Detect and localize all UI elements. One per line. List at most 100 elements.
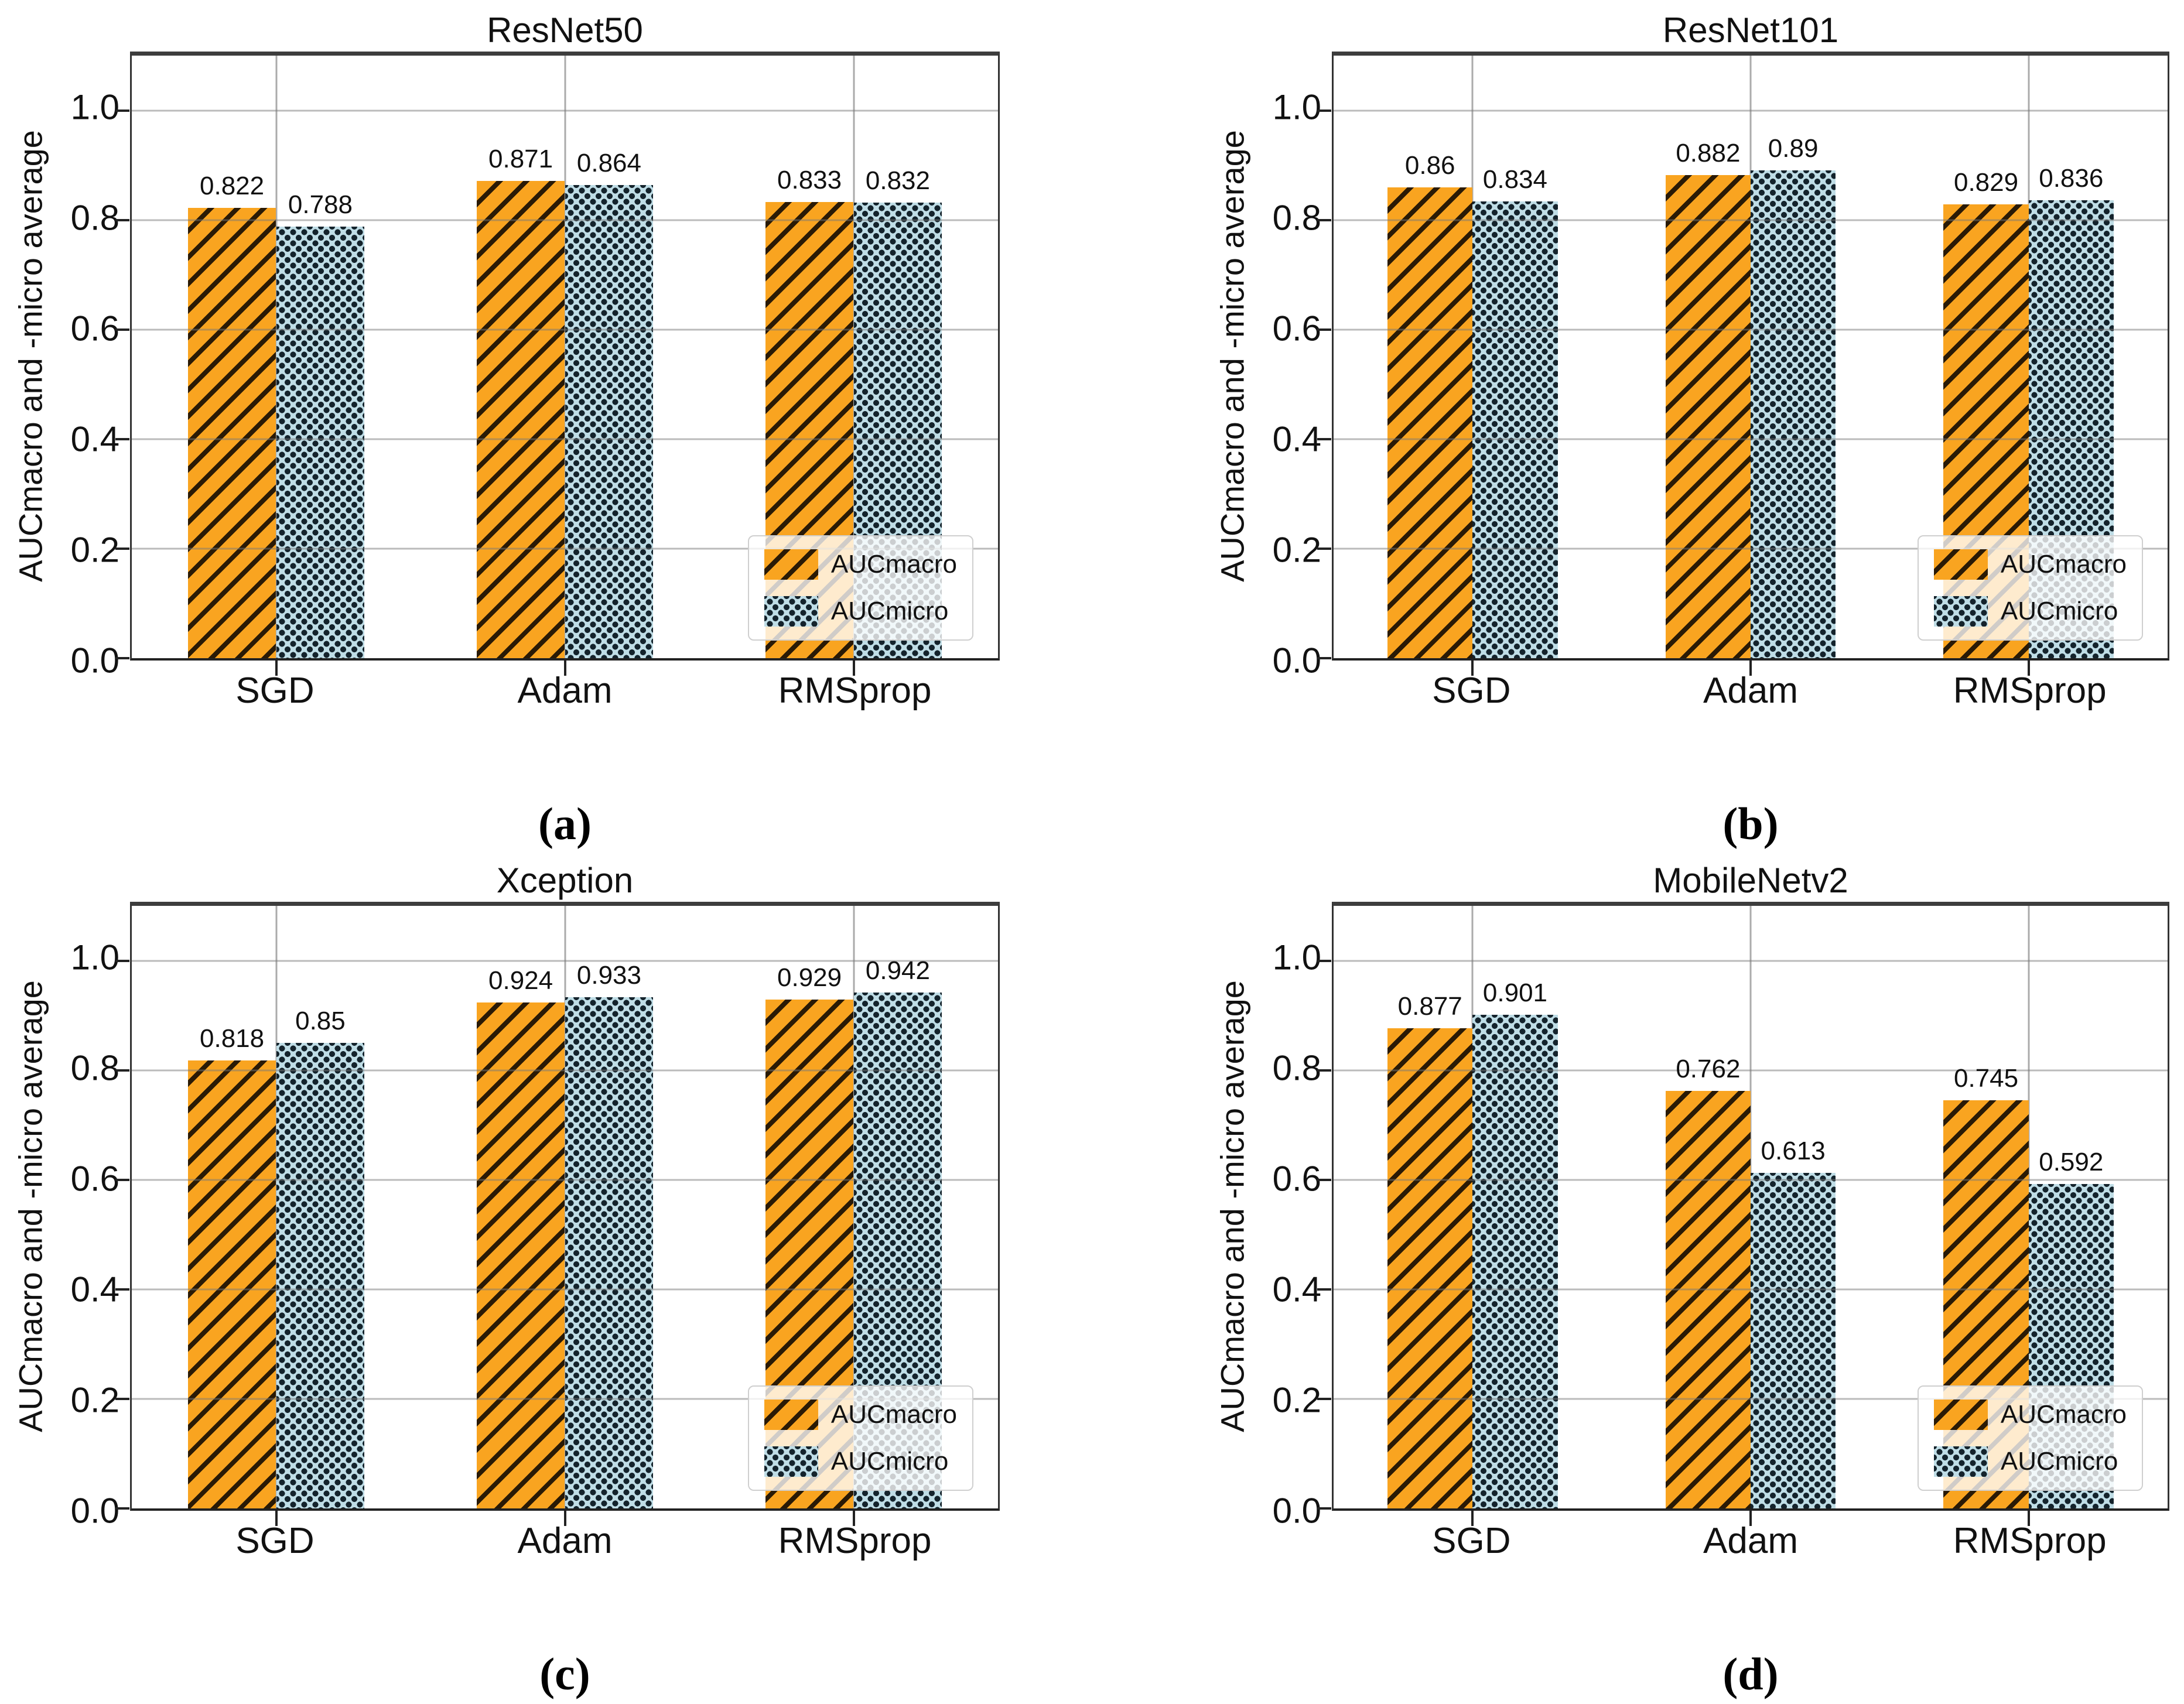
- y-tick-labels: 0.0 0.2 0.4 0.6 0.8 1.0: [1256, 52, 1332, 680]
- y-axis-label-text: AUCmacro and -micro average: [12, 130, 49, 582]
- y-tick-mark: [115, 959, 129, 962]
- legend-label: AUCmacro: [830, 1400, 957, 1429]
- subplot-cell-a: ResNet50 AUCmacro and -micro average 0.0…: [0, 0, 1092, 850]
- y-tick-label: 0.6: [70, 309, 119, 348]
- bar-chart-b: ResNet101 AUCmacro and -micro average 0.…: [1209, 0, 2169, 854]
- y-tick-label: 0.0: [70, 1491, 119, 1531]
- bar-value-label: 0.929: [777, 963, 842, 992]
- y-axis-label: AUCmacro and -micro average: [1209, 902, 1256, 1511]
- horizontal-gridline: [1334, 1288, 2168, 1291]
- legend-label: AUCmacro: [2000, 1400, 2127, 1429]
- y-tick-mark: [115, 547, 129, 550]
- chart-main: AUCmacro and -micro average 0.0 0.2 0.4 0.6…: [1209, 52, 2169, 680]
- plot-area: AUCmacro AUCmicro 0.818 0.924 0.929 0.85 0.93…: [115, 902, 1000, 1526]
- y-tick-mark: [1317, 437, 1331, 440]
- x-tick-mark: [1749, 661, 1752, 676]
- x-tick-mark: [563, 1511, 566, 1526]
- horizontal-gridline: [132, 329, 998, 331]
- bar-value-label: 0.822: [200, 172, 265, 201]
- y-tick-mark: [1317, 959, 1331, 962]
- x-tick-label: Adam: [1703, 1521, 1798, 1561]
- x-tick-mark: [2027, 661, 2030, 676]
- legend-row-aucmicro: AUCmicro: [764, 1446, 957, 1477]
- subplot-cell-c: Xception AUCmacro and -micro average 0.0…: [0, 850, 1092, 1700]
- y-tick-label: 1.0: [70, 937, 119, 977]
- y-tick-label: 0.8: [1272, 1048, 1321, 1088]
- horizontal-gridline: [1334, 329, 2168, 331]
- x-tick-mark: [852, 1511, 855, 1526]
- x-tick-mark: [275, 1511, 278, 1526]
- y-tick-label: 0.8: [70, 1048, 119, 1088]
- bar-aucmacro-adam: [1665, 1091, 1751, 1508]
- horizontal-gridline: [132, 1288, 998, 1291]
- y-tick-mark: [115, 218, 129, 221]
- x-tick-label: Adam: [1703, 670, 1798, 711]
- x-tick-label: SGD: [1432, 1521, 1511, 1561]
- y-tick-mark: [1317, 1069, 1331, 1072]
- y-tick-mark: [115, 1397, 129, 1400]
- horizontal-gridline: [132, 438, 998, 440]
- legend-row-aucmacro: AUCmacro: [764, 1400, 957, 1430]
- legend-swatch-aucmicro: [1933, 1446, 1988, 1477]
- y-tick-mark: [115, 1178, 129, 1181]
- bar-aucmacro-sgd: [187, 208, 276, 658]
- y-tick-label: 0.8: [1272, 198, 1321, 238]
- bar-aucmacro-sgd: [1387, 187, 1473, 658]
- bar-chart-d: MobileNetv2 AUCmacro and -micro average …: [1209, 850, 2169, 1704]
- y-tick-mark: [115, 437, 129, 440]
- legend-swatch-aucmacro: [1933, 549, 1988, 580]
- legend-label: AUCmicro: [830, 597, 949, 625]
- bar-aucmacro-adam: [476, 1002, 565, 1508]
- bar-value-label: 0.788: [288, 190, 353, 219]
- horizontal-gridline: [1334, 960, 2168, 962]
- y-axis-label: AUCmacro and -micro average: [7, 902, 54, 1511]
- y-tick-label: 0.6: [70, 1159, 119, 1199]
- chart-title: ResNet101: [1662, 11, 1839, 50]
- y-tick-mark: [115, 1507, 129, 1510]
- y-tick-label: 1.0: [70, 87, 119, 127]
- bar-value-label: 0.818: [200, 1024, 265, 1053]
- horizontal-gridline: [1334, 110, 2168, 112]
- x-tick-labels: SGD Adam RMSprop: [130, 1511, 1000, 1588]
- legend-swatch-aucmicro: [764, 596, 818, 627]
- horizontal-gridline: [132, 1179, 998, 1181]
- plot-area: AUCmacro AUCmicro 0.86 0.882 0.829 0.834 0.89…: [1317, 52, 2169, 676]
- horizontal-gridline: [1334, 219, 2168, 221]
- horizontal-gridline: [1334, 1069, 2168, 1072]
- bar-chart-c: Xception AUCmacro and -micro average 0.0…: [7, 850, 1000, 1704]
- y-tick-label: 0.4: [1272, 1270, 1321, 1309]
- bar-value-label: 0.924: [488, 966, 553, 995]
- x-tick-labels: SGD Adam RMSprop: [1332, 661, 2169, 738]
- bar-value-label: 0.942: [865, 956, 930, 985]
- y-tick-mark: [1317, 218, 1331, 221]
- chart-title: ResNet50: [487, 11, 643, 50]
- x-tick-mark: [1471, 1511, 1474, 1526]
- x-tick-mark: [2027, 1511, 2030, 1526]
- y-tick-label: 0.6: [1272, 309, 1321, 348]
- legend-label: AUCmicro: [830, 1447, 949, 1476]
- y-tick-mark: [115, 109, 129, 112]
- bar-value-label: 0.864: [576, 148, 641, 177]
- bar-aucmacro-sgd: [1387, 1028, 1473, 1508]
- horizontal-gridline: [1334, 438, 2168, 440]
- legend-row-aucmacro: AUCmacro: [1933, 549, 2127, 580]
- horizontal-gridline: [132, 110, 998, 112]
- bar-aucmicro-adam: [565, 997, 654, 1508]
- subplot-caption: (c): [539, 1648, 590, 1699]
- subplot-caption: (a): [538, 798, 592, 849]
- bar-value-label: 0.833: [777, 165, 842, 194]
- bar-value-label: 0.745: [1953, 1064, 2019, 1093]
- bar-value-label: 0.877: [1397, 991, 1462, 1021]
- bar-value-label: 0.613: [1761, 1136, 1826, 1165]
- y-tick-labels: 0.0 0.2 0.4 0.6 0.8 1.0: [54, 52, 130, 680]
- y-tick-label: 0.0: [1272, 641, 1321, 680]
- y-tick-label: 0.4: [1272, 419, 1321, 459]
- subplot-cell-d: MobileNetv2 AUCmacro and -micro average …: [1092, 850, 2184, 1700]
- legend: AUCmacro AUCmicro: [747, 535, 973, 641]
- plot-area: AUCmacro AUCmicro 0.877 0.762 0.745 0.901 0.6…: [1317, 902, 2169, 1526]
- legend-swatch-aucmacro: [1933, 1400, 1988, 1430]
- y-tick-label: 0.2: [1272, 530, 1321, 570]
- x-tick-label: SGD: [235, 670, 315, 711]
- chart-main: AUCmacro and -micro average 0.0 0.2 0.4 0.6…: [1209, 902, 2169, 1531]
